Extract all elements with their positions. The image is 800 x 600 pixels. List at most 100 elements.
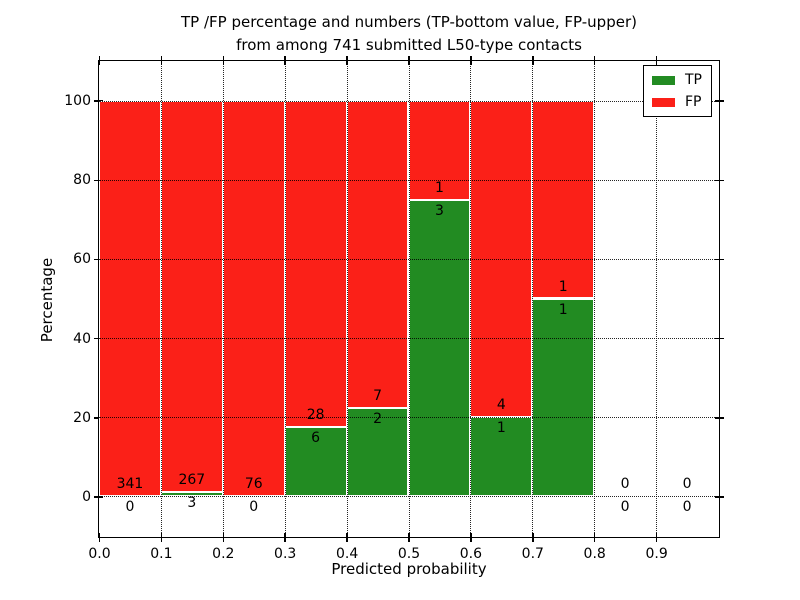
gridline-vertical — [656, 61, 658, 537]
x-tick-top — [593, 56, 596, 66]
bar-tp-count-label: 0 — [620, 499, 630, 516]
chart-title-line-1: TP /FP percentage and numbers (TP-bottom… — [181, 13, 637, 31]
y-tick-left — [94, 496, 104, 498]
y-tick-left — [94, 417, 104, 419]
x-tick-label: 0.3 — [274, 546, 297, 562]
y-tick-label: 40 — [73, 330, 91, 347]
x-tick-label: 0.2 — [212, 546, 235, 562]
x-tick-bottom — [346, 532, 348, 542]
x-tick-label: 0.9 — [645, 546, 668, 562]
x-tick-bottom — [470, 532, 472, 542]
x-tick-label: 0.1 — [150, 546, 173, 562]
y-tick-left — [94, 179, 104, 181]
bar-segment-fp — [99, 100, 161, 497]
gridline-vertical — [284, 61, 286, 537]
bar-tp-count-label: 2 — [373, 411, 382, 428]
y-tick-label: 100 — [64, 93, 91, 110]
grid-layer — [99, 61, 719, 537]
legend-swatch-tp — [652, 75, 675, 85]
bar-segment-fp — [532, 100, 595, 299]
x-tick-top — [470, 56, 472, 66]
gridline-vertical — [222, 61, 224, 537]
chart-title-line-2: from among 741 submitted L50-type contac… — [236, 36, 582, 54]
legend-item: FP — [652, 95, 702, 109]
x-tick-top — [346, 56, 348, 66]
x-tick-label: 0.8 — [583, 546, 606, 562]
y-tick-left — [94, 258, 104, 261]
bar-tp-count-label: 6 — [311, 429, 321, 446]
bar-fp-count-label: 267 — [178, 472, 206, 489]
x-tick-label: 0.7 — [521, 546, 544, 562]
bar-segment-fp — [346, 100, 409, 409]
legend-swatch-fp — [652, 97, 675, 107]
bar-labels-layer: 341 0 267 3 76 0 28 6 7 2 1 3 4 1 1 1 0 0 0 0 — [99, 61, 719, 537]
x-tick-top — [532, 56, 534, 66]
x-tick-bottom — [222, 532, 225, 542]
y-tick-label: 0 — [82, 488, 91, 505]
y-tick-right — [714, 258, 724, 261]
y-tick-right — [714, 496, 724, 498]
x-tick-label: 0.4 — [335, 546, 359, 562]
y-tick-right — [714, 100, 724, 102]
bar-fp-count-label: 4 — [496, 397, 506, 414]
x-tick-top — [160, 56, 163, 66]
bar-tp-count-label: 3 — [187, 495, 197, 512]
bar-fp-count-label: 1 — [558, 278, 568, 295]
bar-segment-tp — [408, 199, 471, 497]
x-tick-bottom — [655, 532, 658, 542]
x-tick-top — [222, 56, 225, 66]
bar-segment-fp — [222, 100, 285, 497]
y-tick-right — [714, 337, 724, 340]
x-tick-top — [408, 56, 410, 66]
x-tick-top — [655, 56, 658, 66]
bar-tp-count-label: 3 — [434, 202, 444, 219]
bar-fp-count-label: 0 — [620, 476, 630, 493]
legend-item-label: FP — [685, 94, 702, 110]
bar-tp-count-label: 1 — [496, 420, 506, 437]
plot-area: 341 0 267 3 76 0 28 6 7 2 1 3 4 1 1 1 0 0 0 0 TP FP — [98, 60, 720, 538]
x-tick-label: 0.0 — [88, 546, 111, 562]
gridline-vertical — [594, 61, 596, 537]
y-tick-left — [94, 337, 104, 340]
legend-item: TP — [652, 73, 702, 87]
x-tick-label: 0.5 — [397, 546, 421, 562]
x-tick-label: 0.6 — [459, 546, 483, 562]
bar-fp-count-label: 341 — [116, 476, 144, 493]
y-tick-label: 20 — [73, 409, 91, 426]
y-tick-label: 60 — [73, 251, 91, 268]
bar-fp-count-label: 1 — [434, 179, 444, 196]
gridline-vertical — [532, 61, 534, 537]
bar-tp-count-label: 0 — [249, 499, 259, 516]
chart-title: TP /FP percentage and numbers (TP-bottom… — [98, 11, 720, 57]
bar-segment-tp — [346, 408, 409, 497]
x-tick-top — [284, 56, 286, 66]
bar-tp-count-label: 0 — [682, 499, 692, 516]
x-tick-bottom — [408, 532, 410, 542]
gridline-vertical — [470, 61, 472, 537]
x-tick-top — [98, 56, 101, 66]
legend-item-label: TP — [685, 72, 702, 88]
bar-fp-count-label: 76 — [244, 476, 263, 493]
bars-layer — [99, 61, 719, 537]
bar-fp-count-label: 0 — [682, 476, 692, 493]
gridline-vertical — [346, 61, 348, 537]
bar-fp-count-label: 28 — [306, 406, 325, 423]
x-tick-bottom — [532, 532, 534, 542]
bar-segment-fp — [408, 100, 471, 200]
bar-tp-count-label: 1 — [558, 301, 568, 318]
x-tick-bottom — [593, 532, 596, 542]
gridline-vertical — [408, 61, 410, 537]
bar-fp-count-label: 7 — [373, 388, 382, 405]
bar-segment-tp — [284, 426, 347, 497]
x-tick-bottom — [160, 532, 163, 542]
x-axis-label: Predicted probability — [331, 560, 487, 578]
y-tick-left — [94, 100, 104, 102]
y-tick-label: 80 — [73, 172, 91, 189]
y-tick-right — [714, 179, 724, 181]
y-tick-right — [714, 417, 724, 419]
x-tick-bottom — [284, 532, 286, 542]
gridline-vertical — [160, 61, 162, 537]
bar-tp-count-label: 0 — [125, 499, 135, 516]
x-tick-bottom — [98, 532, 101, 542]
